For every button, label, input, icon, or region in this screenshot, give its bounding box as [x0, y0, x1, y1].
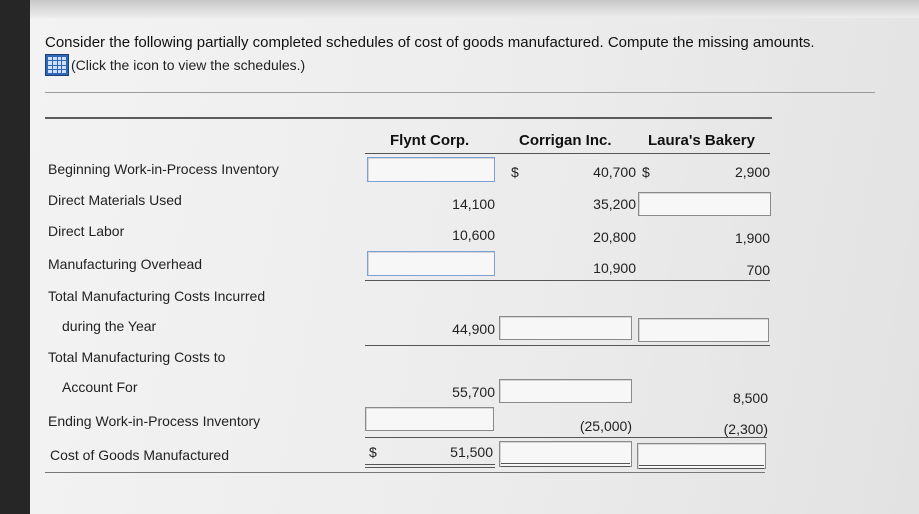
- corrigan-total-incurred-input[interactable]: [499, 316, 632, 340]
- header-underline: [365, 153, 770, 154]
- flynt-total-incurred: 44,900: [452, 321, 495, 337]
- section-divider: [45, 92, 875, 93]
- flynt-manufacturing-overhead-input[interactable]: [367, 251, 495, 276]
- flynt-double-underline-2: [365, 467, 495, 468]
- corrigan-total-account-for-input[interactable]: [499, 379, 632, 403]
- flynt-direct-labor: 10,600: [452, 227, 495, 243]
- row-label-manufacturing-overhead: Manufacturing Overhead: [48, 256, 203, 272]
- schedules-link-text[interactable]: (Click the icon to view the schedules.): [71, 57, 306, 73]
- flynt-ending-wip-input[interactable]: [365, 407, 494, 431]
- laura-beginning-wip: 2,900: [734, 164, 770, 180]
- overhead-underline: [365, 280, 770, 281]
- corrigan-ending-wip: (25,000): [579, 418, 632, 434]
- corrigan-cogm-input[interactable]: [499, 441, 632, 467]
- flynt-beginning-wip-input[interactable]: [367, 157, 495, 182]
- flynt-cogm-currency: $: [369, 444, 377, 460]
- flynt-total-account-for: 55,700: [452, 384, 495, 400]
- corrigan-currency: $: [511, 164, 519, 180]
- corrigan-beginning-wip: 40,700: [593, 164, 636, 180]
- ending-wip-underline: [365, 437, 767, 438]
- total-incurred-underline: [365, 345, 770, 346]
- flynt-double-underline-1: [365, 464, 495, 465]
- laura-direct-labor: 1,900: [734, 230, 770, 246]
- flynt-cogm: 51,500: [450, 444, 493, 460]
- row-label-direct-materials: Direct Materials Used: [48, 192, 182, 208]
- laura-total-account-for: 8,500: [732, 390, 768, 406]
- row-label-total-incurred-1: Total Manufacturing Costs Incurred: [48, 288, 266, 304]
- row-label-total-account-for-2: Account For: [62, 379, 138, 395]
- column-header-corrigan: Corrigan Inc.: [519, 132, 612, 149]
- row-label-ending-wip: Ending Work-in-Process Inventory: [48, 413, 261, 429]
- corrigan-direct-materials: 35,200: [593, 196, 636, 212]
- row-label-direct-labor: Direct Labor: [48, 223, 125, 239]
- laura-double-underline-1: [639, 465, 764, 466]
- corrigan-double-underline-2: [501, 466, 630, 467]
- row-label-total-incurred-2: during the Year: [62, 318, 157, 334]
- schedules-link-row[interactable]: (Click the icon to view the schedules.): [45, 54, 305, 76]
- flynt-direct-materials: 14,100: [452, 196, 495, 212]
- laura-currency: $: [642, 164, 650, 180]
- row-label-beginning-wip: Beginning Work-in-Process Inventory: [48, 161, 279, 177]
- laura-ending-wip: (2,300): [723, 421, 768, 437]
- top-shadow: [30, 0, 919, 18]
- laura-double-underline-2: [639, 468, 764, 469]
- laura-manufacturing-overhead: 700: [746, 262, 770, 278]
- column-header-laura: Laura's Bakery: [648, 132, 755, 149]
- instructions-text: Consider the following partially complet…: [45, 34, 815, 51]
- corrigan-manufacturing-overhead: 10,900: [593, 260, 636, 276]
- row-label-cogm: Cost of Goods Manufactured: [50, 447, 229, 463]
- laura-total-incurred-input[interactable]: [638, 318, 769, 342]
- corrigan-direct-labor: 20,800: [593, 229, 636, 245]
- table-grid-icon[interactable]: [45, 54, 69, 76]
- column-header-flynt: Flynt Corp.: [390, 132, 470, 149]
- table-bottom-rule: [45, 472, 765, 473]
- laura-direct-materials-input[interactable]: [638, 192, 771, 216]
- table-top-rule: [45, 117, 772, 119]
- left-edge-bar: [0, 0, 30, 514]
- corrigan-double-underline-1: [501, 463, 630, 464]
- row-label-total-account-for-1: Total Manufacturing Costs to: [48, 349, 226, 365]
